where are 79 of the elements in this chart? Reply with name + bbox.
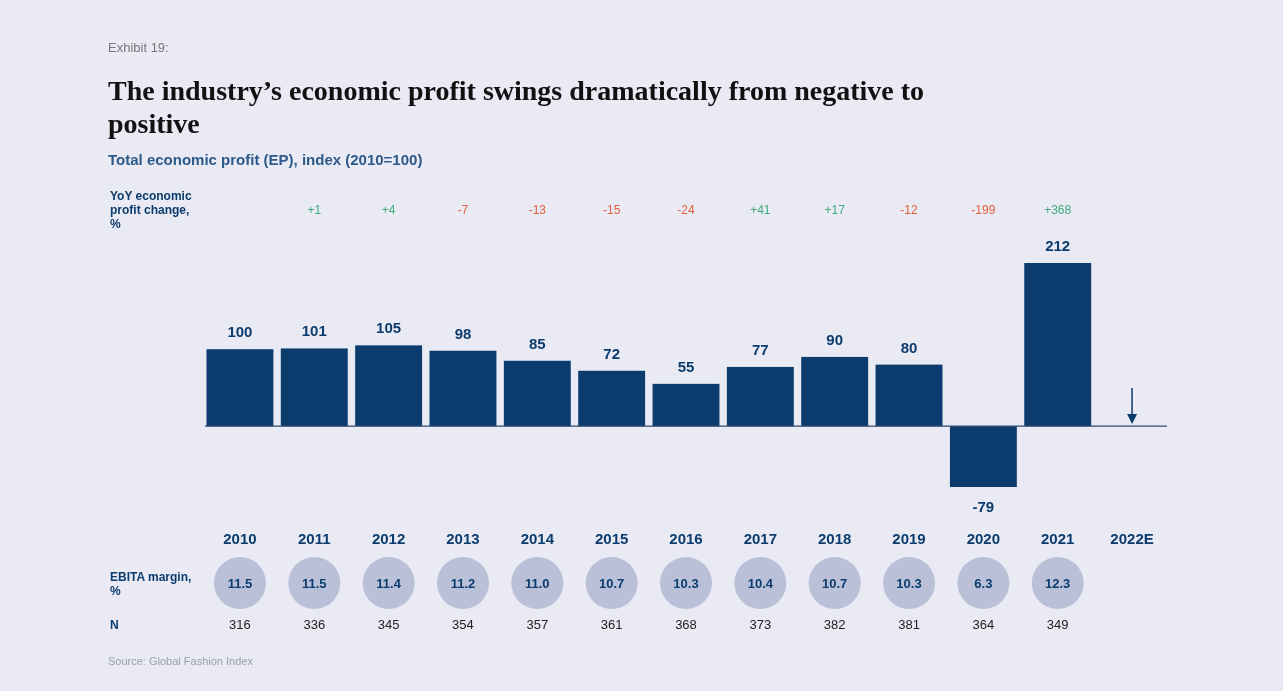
x-tick-label: 2019 — [892, 530, 926, 547]
data-label: 212 — [1045, 237, 1071, 254]
x-tick-label: 2016 — [669, 530, 703, 547]
chart-subtitle: Total economic profit (EP), index (2010=100) — [108, 151, 423, 168]
text: -15 — [602, 203, 621, 217]
x-tick-label: 2015 — [594, 530, 629, 547]
text: 11.0 — [525, 576, 550, 591]
x-tick-label: 2010 — [223, 530, 257, 547]
bar — [355, 345, 423, 427]
text: 11.4 — [376, 576, 402, 591]
text: EBITA margin, % — [110, 570, 192, 598]
text: 10.4 — [747, 576, 774, 591]
x-tick-label: 2013 — [446, 530, 480, 547]
x-tick-label: 2012 — [371, 530, 406, 547]
text: +4 — [381, 203, 396, 217]
bar — [1024, 263, 1092, 427]
bar — [875, 364, 943, 427]
text: 11.5 — [227, 576, 253, 591]
text: -24 — [677, 203, 695, 217]
text: 361 — [600, 617, 623, 632]
data-label: 90 — [826, 330, 844, 348]
text: 12.3 — [1045, 576, 1071, 591]
data-label: 105 — [376, 319, 402, 337]
data-label: 77 — [752, 340, 769, 358]
text: +41 — [750, 203, 771, 217]
data-label: 80 — [900, 338, 918, 356]
data-label: 100 — [227, 323, 253, 341]
text: 381 — [898, 617, 920, 632]
text: 11.5 — [301, 576, 327, 591]
text: 364 — [972, 617, 995, 632]
bar — [949, 426, 1017, 487]
text: 336 — [303, 617, 326, 632]
data-label: -79 — [972, 498, 995, 515]
data-label: 101 — [301, 322, 327, 340]
text: 6.3 — [974, 576, 993, 591]
text: +17 — [824, 203, 846, 217]
text: Exhibit 19: — [108, 40, 169, 55]
bar — [652, 383, 720, 427]
chart-title: The industry’s economic profit swings dramatically from negative to positive — [108, 75, 925, 139]
x-tick-label: 2018 — [818, 530, 852, 547]
text: -199 — [971, 203, 996, 217]
text: 10.3 — [896, 576, 922, 591]
x-tick-label: 2021 — [1041, 530, 1075, 547]
text: 357 — [526, 617, 549, 632]
text: -12 — [900, 203, 919, 217]
data-label: 72 — [603, 344, 620, 362]
text: 382 — [823, 617, 846, 632]
text: 10.7 — [599, 576, 625, 591]
bar — [429, 350, 497, 427]
bar — [578, 370, 646, 427]
data-label: 55 — [677, 357, 695, 375]
text: 316 — [229, 617, 251, 632]
text: 349 — [1046, 617, 1069, 632]
text: N — [110, 618, 119, 632]
data-label: 85 — [528, 334, 546, 352]
text: 373 — [749, 617, 772, 632]
text: 345 — [377, 617, 400, 632]
x-tick-label: 2011 — [298, 530, 331, 547]
x-tick-label: 2022E — [1110, 530, 1154, 547]
bar — [280, 348, 348, 427]
text: -13 — [528, 203, 547, 217]
x-tick-label: 2017 — [743, 530, 778, 547]
text: 10.3 — [673, 576, 699, 591]
source-note: Source: Global Fashion Index — [108, 655, 254, 667]
bar — [801, 356, 869, 427]
bar — [726, 366, 794, 427]
data-label: 98 — [454, 324, 472, 342]
text: 354 — [452, 617, 474, 632]
text: 368 — [675, 617, 697, 632]
x-tick-label: 2014 — [520, 530, 555, 547]
bar — [503, 360, 571, 427]
text: 10.7 — [822, 576, 848, 591]
text: +368 — [1044, 203, 1072, 217]
text: YoY economic profit change, % — [110, 189, 192, 231]
text: -7 — [457, 203, 469, 217]
text: +1 — [307, 203, 322, 217]
bar — [206, 349, 274, 427]
x-tick-label: 2020 — [966, 530, 1001, 547]
text: 11.2 — [450, 576, 476, 591]
